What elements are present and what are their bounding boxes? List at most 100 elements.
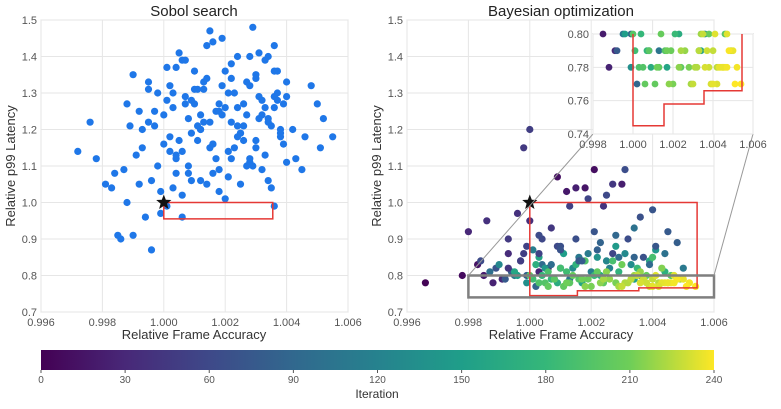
sobol-point <box>172 63 180 71</box>
inset-point <box>639 63 647 71</box>
sobol-point <box>261 104 269 112</box>
inset-point <box>647 63 655 71</box>
bayes-point <box>535 250 543 258</box>
sobol-point <box>249 23 257 31</box>
sobol-point <box>227 60 235 68</box>
bayes-point <box>649 253 657 261</box>
bayes-point <box>590 166 598 174</box>
sobol-point <box>169 104 177 112</box>
inset-point <box>663 47 671 55</box>
bayes-point <box>513 209 522 217</box>
sobol-point <box>264 177 272 185</box>
colorbar-tick-label: 150 <box>453 375 470 386</box>
inset-point <box>677 47 685 55</box>
inset-point <box>711 30 719 38</box>
sobol-point <box>175 136 183 145</box>
inset-connector-lines <box>468 133 754 276</box>
sobol-point <box>203 180 211 188</box>
sobol-point <box>329 133 337 141</box>
inset-point <box>671 30 679 38</box>
bayes-point <box>495 261 503 269</box>
bayes-point <box>578 275 586 283</box>
bayes-point <box>535 231 543 239</box>
bayes-point <box>599 275 608 283</box>
bayes-point <box>679 275 687 283</box>
sobol-point <box>264 118 272 126</box>
inset-point <box>599 30 607 38</box>
bayes-point <box>609 180 617 188</box>
sobol-reference-star <box>156 194 172 209</box>
inset-point <box>651 80 659 88</box>
bayes-point <box>609 250 617 258</box>
bayes-point <box>679 264 687 272</box>
inset-pareto-line <box>632 34 743 127</box>
sobol-point <box>215 100 223 108</box>
zoom-inset: 0.998 1.000 1.002 1.004 1.006 0.740.760.780.… <box>568 29 767 151</box>
sobol-y-tick-label: 1.1 <box>22 161 37 173</box>
sobol-y-tick-label: 0.8 <box>22 270 37 282</box>
sobol-point <box>209 169 217 177</box>
sobol-point <box>178 147 186 155</box>
sobol-point <box>316 144 324 152</box>
sobol-point <box>283 78 291 86</box>
sobol-point <box>258 96 266 104</box>
sobol-point <box>190 67 199 75</box>
bayes-point <box>636 279 644 287</box>
bayes-point <box>566 202 574 210</box>
sobol-point <box>221 67 229 75</box>
sobol-point <box>190 85 199 93</box>
colorbar-tick-label: 90 <box>288 375 300 386</box>
bayes-y-tick-label: 0.9 <box>388 234 403 246</box>
bayes-zoom-region <box>467 274 716 299</box>
inset-point <box>613 47 621 55</box>
bayes-point <box>517 257 525 265</box>
sobol-point <box>138 125 146 134</box>
colorbar-tick-label: 210 <box>622 375 639 386</box>
sobol-point <box>206 118 214 126</box>
inset-connector-left <box>468 133 594 276</box>
sobol-point <box>227 74 235 82</box>
inset-y-tick-label: 0.74 <box>568 129 589 141</box>
inset-x-tick-label: 1.002 <box>659 139 687 151</box>
inset-point <box>709 47 717 55</box>
bayes-point <box>504 235 512 243</box>
bayes-point <box>682 282 691 290</box>
bayes-point <box>501 275 509 283</box>
inset-point <box>701 63 709 71</box>
sobol-point <box>319 115 327 123</box>
sobol-point <box>209 38 217 46</box>
bayes-point <box>584 195 592 203</box>
sobol-point <box>203 42 211 50</box>
bayes-point <box>563 187 571 196</box>
sobol-point <box>200 85 208 93</box>
sobol-x-tick-label: 0.998 <box>89 317 117 329</box>
inset-point <box>733 63 741 71</box>
sobol-point <box>230 144 238 152</box>
sobol-y-tick-label: 0.7 <box>22 307 37 319</box>
sobol-point <box>279 100 288 108</box>
sobol-point <box>218 82 226 90</box>
sobol-point <box>279 140 288 148</box>
bayes-y-tick-label: 1.0 <box>388 197 403 209</box>
bayes-y-tick-label: 1.2 <box>388 124 403 136</box>
colorbar-tick-label: 180 <box>537 375 554 386</box>
bayes-point <box>504 250 512 258</box>
bayes-point <box>621 250 629 258</box>
sobol-y-tick-label: 1.2 <box>22 124 37 136</box>
inset-point <box>731 80 739 88</box>
sobol-point <box>169 89 177 97</box>
bayes-point <box>593 246 601 254</box>
inset-x-tick-label: 1.000 <box>619 139 647 151</box>
sobol-point <box>126 122 134 130</box>
sobol-point <box>215 166 223 174</box>
bayes-point <box>627 275 635 283</box>
sobol-point <box>230 89 238 97</box>
inset-y-tick-label: 0.76 <box>568 96 589 108</box>
sobol-point <box>141 213 149 221</box>
inset-point <box>665 80 673 88</box>
bayes-point <box>602 257 611 265</box>
sobol-point <box>187 96 195 104</box>
sobol-point <box>132 151 140 159</box>
bayes-point <box>602 191 611 199</box>
inset-point <box>655 47 663 55</box>
